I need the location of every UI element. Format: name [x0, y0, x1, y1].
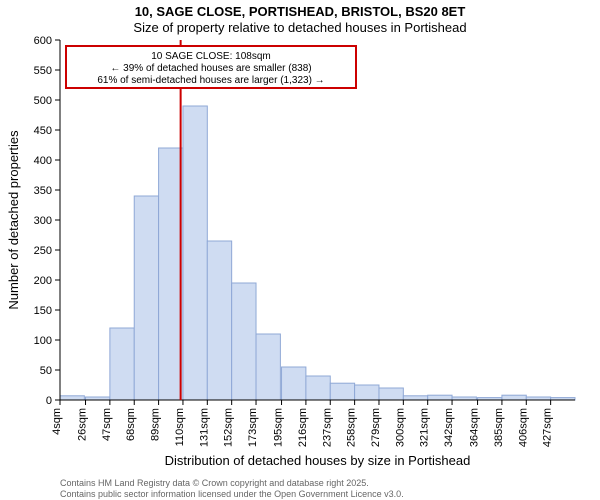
- y-tick-label: 0: [46, 395, 52, 407]
- x-tick-label: 237sqm: [321, 408, 333, 447]
- x-tick-label: 173sqm: [247, 408, 259, 447]
- y-tick-label: 300: [34, 215, 52, 227]
- annotation-line2: ← 39% of detached houses are smaller (83…: [110, 63, 311, 74]
- y-tick-label: 100: [34, 335, 52, 347]
- y-tick-label: 250: [34, 245, 52, 257]
- footnote-line1: Contains HM Land Registry data © Crown c…: [60, 478, 369, 488]
- y-axis-label: Number of detached properties: [6, 130, 21, 310]
- y-tick-label: 350: [34, 185, 52, 197]
- y-tick-label: 600: [34, 35, 52, 47]
- y-tick-label: 200: [34, 275, 52, 287]
- histogram-bar: [110, 328, 134, 400]
- y-tick-label: 500: [34, 95, 52, 107]
- footnote-line2: Contains public sector information licen…: [60, 489, 404, 499]
- y-tick-label: 400: [34, 155, 52, 167]
- histogram-bar: [428, 395, 452, 400]
- y-tick-label: 550: [34, 65, 52, 77]
- histogram-bar: [502, 395, 526, 400]
- x-tick-label: 216sqm: [297, 408, 309, 447]
- x-tick-label: 47sqm: [101, 408, 113, 441]
- x-tick-label: 195sqm: [273, 408, 285, 447]
- x-tick-label: 131sqm: [198, 408, 210, 447]
- x-tick-label: 68sqm: [125, 408, 137, 441]
- x-tick-label: 342sqm: [443, 408, 455, 447]
- x-tick-label: 364sqm: [469, 408, 481, 447]
- x-tick-label: 4sqm: [51, 408, 63, 435]
- histogram-bar: [207, 241, 231, 400]
- x-tick-label: 279sqm: [370, 408, 382, 447]
- histogram-bar: [60, 396, 84, 400]
- chart-title-line2: Size of property relative to detached ho…: [133, 20, 466, 35]
- histogram-bar: [282, 367, 306, 400]
- x-tick-label: 406sqm: [517, 408, 529, 447]
- histogram-bar: [183, 106, 207, 400]
- x-tick-label: 258sqm: [346, 408, 358, 447]
- x-axis-label: Distribution of detached houses by size …: [165, 453, 471, 468]
- x-tick-label: 152sqm: [223, 408, 235, 447]
- histogram-bar: [256, 334, 280, 400]
- annotation-line1: 10 SAGE CLOSE: 108sqm: [151, 51, 271, 62]
- histogram-bar: [379, 388, 403, 400]
- histogram-bar: [306, 376, 330, 400]
- x-tick-label: 26sqm: [77, 408, 89, 441]
- histogram-bar: [355, 385, 379, 400]
- x-tick-label: 300sqm: [394, 408, 406, 447]
- histogram-chart: 10, SAGE CLOSE, PORTISHEAD, BRISTOL, BS2…: [0, 0, 600, 500]
- x-tick-label: 89sqm: [150, 408, 162, 441]
- histogram-bar: [403, 396, 427, 400]
- x-tick-label: 427sqm: [542, 408, 554, 447]
- chart-title-line1: 10, SAGE CLOSE, PORTISHEAD, BRISTOL, BS2…: [135, 4, 466, 19]
- histogram-bar: [159, 148, 183, 400]
- y-tick-label: 150: [34, 305, 52, 317]
- y-tick-label: 50: [40, 365, 52, 377]
- histogram-bar: [330, 383, 354, 400]
- annotation-line3: 61% of semi-detached houses are larger (…: [97, 75, 324, 86]
- y-tick-label: 450: [34, 125, 52, 137]
- histogram-bar: [232, 283, 256, 400]
- x-tick-label: 385sqm: [493, 408, 505, 447]
- histogram-bar: [134, 196, 158, 400]
- x-tick-label: 321sqm: [419, 408, 431, 447]
- x-tick-label: 110sqm: [174, 408, 186, 446]
